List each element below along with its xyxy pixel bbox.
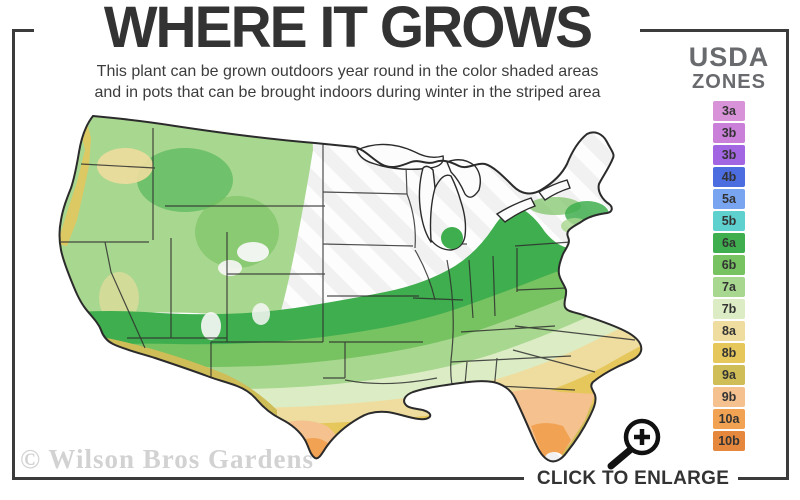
zone-swatch-3b: 3b [713,123,745,143]
zone-swatch-6a: 6a [713,233,745,253]
watermark: © Wilson Bros Gardens [20,444,314,474]
frame-top-right [640,29,789,32]
us-outline [58,114,643,463]
page-title: WHERE IT GROWS [103,0,593,60]
zone-swatch-5a: 5a [713,189,745,209]
zone-swatch-7a: 7a [713,277,745,297]
zone-swatch-7b: 7b [713,299,745,319]
colorado-white-patch [252,303,270,325]
zone-swatch-5b: 5b [713,211,745,231]
usda-zone-map[interactable] [15,110,675,470]
legend-title-zones: ZONES [692,71,766,93]
wyoming-white-patch [218,260,242,276]
zone-swatch-3a: 3a [713,101,745,121]
frame-left [12,29,15,480]
florida-orange [531,423,571,460]
zone-swatch-10a: 10a [713,409,745,429]
map-fill-layers [59,116,642,462]
michigan-green-pocket [441,227,463,249]
frame-bottom-left [12,477,524,480]
lake-ontario [537,179,571,201]
frame-bottom-right [738,477,789,480]
zone-swatch-4b: 4b [713,167,745,187]
zone-swatch-10b: 10b [713,431,745,451]
lake-erie [495,197,536,223]
idaho-montana-green [137,148,233,212]
zone-swatch-9b: 9b [713,387,745,407]
new-mexico-white-patch [201,312,221,340]
frame-top-left [12,29,34,32]
frame-right [786,29,789,480]
pacific-coast-strip [59,122,91,246]
usda-zones-list: 3a 3b 3b 4b 5a 5b 6a 6b 7a 7b 8a 8b 9a 9b 10a 10b [713,101,747,453]
zone-swatch-8b: 8b [713,343,745,363]
zone-swatch-9a: 9a [713,365,745,385]
click-to-enlarge-button[interactable]: CLICK TO ENLARGE [536,468,730,489]
zone-swatch-6b: 6b [713,255,745,275]
zone-swatch-3b: 3b [713,145,745,165]
yellowstone-white-patch [237,242,269,262]
zone-swatch-8a: 8a [713,321,745,341]
subtitle-line-2: and in pots that can be brought indoors … [94,84,601,101]
legend-title-usda: USDA [688,42,770,72]
lake-huron [446,159,482,198]
magnifier-plus-icon[interactable] [598,410,668,472]
state-borders [61,128,636,411]
subtitle-line-1: This plant can be grown outdoors year ro… [96,63,599,80]
